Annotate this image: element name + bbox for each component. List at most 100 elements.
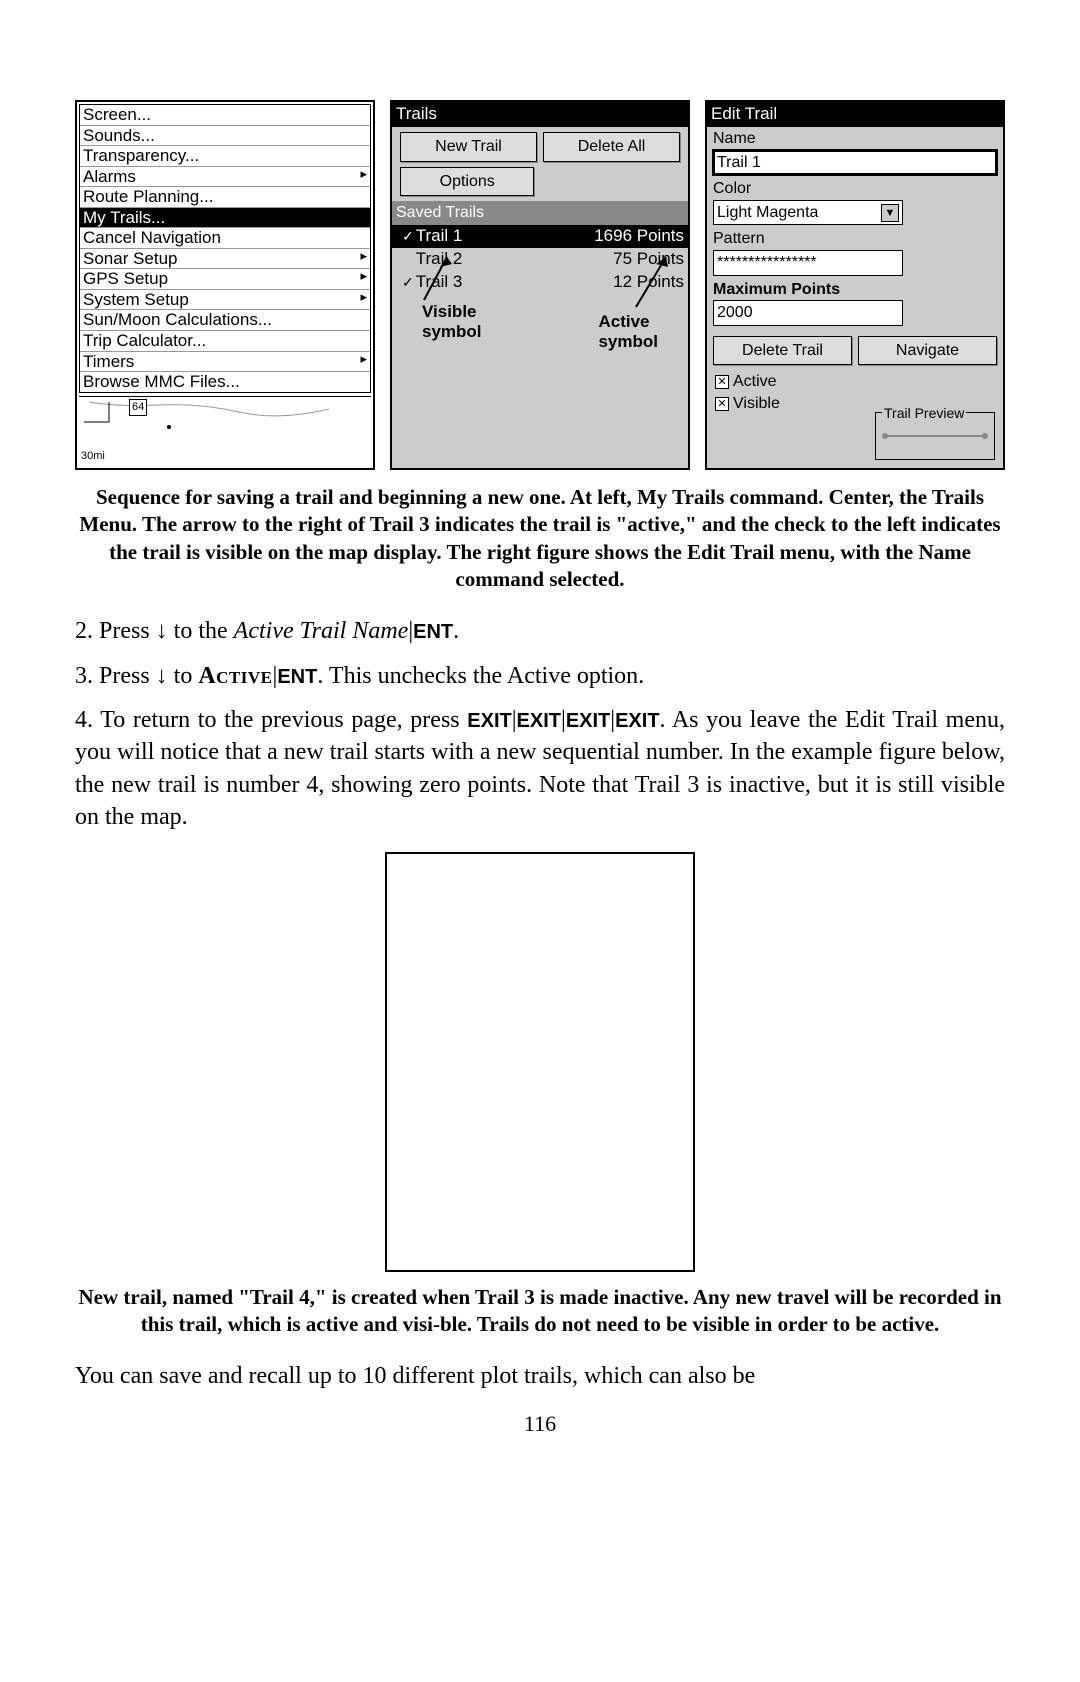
blank-figure-placeholder: [385, 852, 695, 1272]
text: to: [168, 663, 199, 689]
text: . This unchecks the Active option.: [317, 663, 644, 689]
name-label: Name: [707, 127, 1003, 150]
delete-all-button[interactable]: Delete All: [543, 132, 680, 162]
map-scale: 30mi: [81, 449, 105, 464]
figure-caption-1: Sequence for saving a trail and beginnin…: [75, 484, 1005, 593]
text: 4. To return to the previous page, press: [75, 707, 467, 733]
label-line: Visible: [422, 302, 477, 321]
menu-item-gps[interactable]: GPS Setup▸: [80, 269, 370, 290]
text-italic: Active Trail Name: [234, 618, 409, 644]
options-row: Options: [392, 167, 688, 202]
step-4: 4. To return to the previous page, press…: [75, 704, 1005, 834]
menu-label: Cancel Navigation: [83, 228, 221, 248]
menu-label: Screen...: [83, 105, 151, 125]
trail-row-1[interactable]: ✓Trail 1 1696 Points: [392, 225, 688, 248]
edit-trail-screen: Edit Trail Name Trail 1 Color Light Mage…: [705, 100, 1005, 470]
down-arrow-icon: ↓: [156, 662, 168, 689]
menu-label: Sounds...: [83, 126, 155, 146]
navigate-button[interactable]: Navigate: [858, 336, 997, 366]
menu-item-sounds[interactable]: Sounds...: [80, 126, 370, 147]
delete-trail-button[interactable]: Delete Trail: [713, 336, 852, 366]
keycap: EXIT: [615, 710, 659, 732]
checkbox-icon: ✕: [715, 375, 729, 389]
menu-item-screen[interactable]: Screen...: [80, 105, 370, 126]
trail-label: Trail 1: [416, 225, 463, 248]
menu-label: My Trails...: [83, 208, 165, 228]
smallcaps: Active: [198, 663, 272, 689]
menu-list: Screen... Sounds... Transparency... Alar…: [79, 104, 371, 393]
down-arrow-icon: ↓: [156, 617, 168, 644]
pattern-value: ****************: [717, 252, 817, 274]
menu-item-sunmoon[interactable]: Sun/Moon Calculations...: [80, 310, 370, 331]
max-points-field[interactable]: 2000: [713, 300, 903, 326]
new-trail-button[interactable]: New Trail: [400, 132, 537, 162]
map-lines-icon: [79, 397, 371, 466]
highway-badge: 64: [129, 399, 147, 416]
visible-label: Visible: [733, 393, 780, 415]
step-3: 3. Press ↓ to Active|ENT. This unchecks …: [75, 660, 1005, 692]
color-value: Light Magenta: [717, 202, 818, 224]
menu-item-route[interactable]: Route Planning...: [80, 187, 370, 208]
color-field[interactable]: Light Magenta ▼: [713, 200, 903, 226]
submenu-icon: ▸: [360, 290, 367, 310]
trails-screen: Trails New Trail Delete All Options Save…: [390, 100, 690, 470]
menu-item-trip[interactable]: Trip Calculator...: [80, 331, 370, 352]
menu-item-my-trails[interactable]: My Trails...: [80, 208, 370, 229]
label-line: symbol: [598, 332, 658, 351]
step-2: 2. Press ↓ to the Active Trail Name|ENT.: [75, 615, 1005, 647]
preview-legend: Trail Preview: [882, 404, 966, 423]
name-value: Trail 1: [717, 152, 761, 174]
active-checkbox-row[interactable]: ✕ Active: [707, 371, 1003, 393]
menu-label: Timers: [83, 352, 134, 372]
text: 3. Press: [75, 663, 156, 689]
dropdown-icon[interactable]: ▼: [881, 204, 899, 222]
menu-label: Route Planning...: [83, 187, 213, 207]
page-number: 116: [75, 1409, 1005, 1439]
map-background: 64 30mi: [79, 396, 371, 466]
menu-label: Sonar Setup: [83, 249, 178, 269]
menu-item-browse-mmc[interactable]: Browse MMC Files...: [80, 372, 370, 392]
pattern-label: Pattern: [707, 227, 1003, 250]
menu-item-alarms[interactable]: Alarms ▸: [80, 167, 370, 188]
label-line: symbol: [422, 322, 482, 341]
saved-trails-header: Saved Trails: [392, 201, 688, 225]
trail-name: ✓Trail 1: [402, 225, 462, 248]
screenshots-row: Screen... Sounds... Transparency... Alar…: [75, 100, 1005, 470]
trails-buttons-row: New Trail Delete All: [392, 127, 688, 167]
menu-item-sonar[interactable]: Sonar Setup ▸: [80, 249, 370, 270]
menu-label: GPS Setup: [83, 269, 168, 289]
max-value: 2000: [717, 302, 753, 324]
menu-label: Alarms: [83, 167, 136, 187]
visible-symbol-label: Visible symbol: [422, 302, 482, 341]
color-label: Color: [707, 177, 1003, 200]
trails-title: Trails: [392, 102, 688, 127]
submenu-icon: ▸: [360, 249, 367, 269]
menu-label: Trip Calculator...: [83, 331, 206, 351]
figure-caption-2: New trail, named "Trail 4," is created w…: [75, 1284, 1005, 1339]
submenu-icon: ▸: [360, 352, 367, 372]
menu-item-transparency[interactable]: Transparency...: [80, 146, 370, 167]
menu-item-timers[interactable]: Timers ▸: [80, 352, 370, 373]
name-field[interactable]: Trail 1: [713, 150, 997, 176]
trail-points: 1696 Points: [594, 225, 684, 248]
options-button[interactable]: Options: [400, 167, 534, 197]
label-line: Active: [598, 312, 649, 331]
pattern-field[interactable]: ****************: [713, 250, 903, 276]
keycap: EXIT: [467, 710, 511, 732]
trail-preview-box: Trail Preview: [875, 412, 995, 460]
edit-title: Edit Trail: [707, 102, 1003, 127]
menu-item-cancel-nav[interactable]: Cancel Navigation: [80, 228, 370, 249]
submenu-icon: ▸: [360, 167, 367, 187]
menu-label: Sun/Moon Calculations...: [83, 310, 272, 330]
max-points-label: Maximum Points: [707, 278, 1003, 301]
keycap: EXIT: [566, 710, 610, 732]
bottom-paragraph: You can save and recall up to 10 differe…: [75, 1360, 1005, 1392]
active-label: Active: [733, 371, 777, 393]
menu-label: Browse MMC Files...: [83, 372, 240, 392]
keycap: EXIT: [517, 710, 561, 732]
menu-item-system[interactable]: System Setup▸: [80, 290, 370, 311]
menu-screen: Screen... Sounds... Transparency... Alar…: [75, 100, 375, 470]
text: 2. Press: [75, 618, 156, 644]
check-icon: ✓: [402, 227, 414, 246]
keycap: ENT: [277, 666, 317, 688]
